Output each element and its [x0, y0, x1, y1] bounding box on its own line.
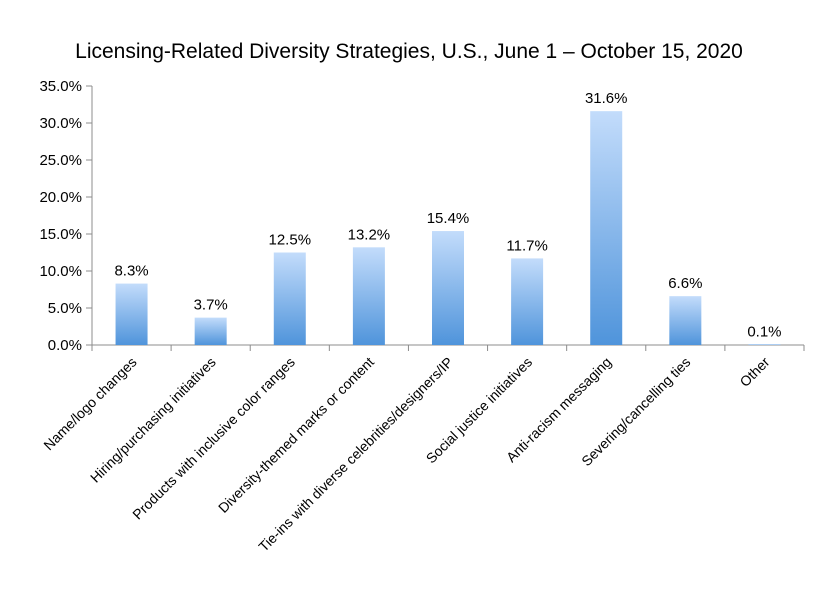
data-label: 8.3% [114, 263, 148, 280]
y-tick-label: 20.0% [39, 189, 82, 206]
x-axis [91, 344, 805, 351]
category-label: Other [736, 354, 772, 390]
data-label: 3.7% [194, 297, 228, 314]
y-tick-label: 0.0% [48, 337, 82, 354]
data-label: 31.6% [585, 90, 628, 107]
category-label: Hiring/purchasing initiatives [87, 354, 219, 486]
data-label: 13.2% [348, 226, 391, 243]
category-label: Diversity-themed marks or content [215, 354, 377, 516]
bar [590, 111, 623, 345]
chart-title: Licensing-Related Diversity Strategies, … [75, 40, 743, 63]
data-label: 6.6% [668, 275, 702, 292]
bar [669, 296, 702, 345]
bars [115, 111, 781, 345]
data-label: 0.1% [747, 323, 781, 340]
bar [194, 317, 227, 345]
y-tick-label: 15.0% [39, 226, 82, 243]
y-tick-label: 5.0% [48, 300, 82, 317]
data-labels: 8.3% 3.7% 12.5% 13.2% 15.4% 11.7% 31.6% 6.6% 0.1… [114, 90, 781, 340]
bar [273, 252, 306, 345]
bar [115, 283, 148, 345]
bar [432, 231, 464, 345]
y-tick-label: 25.0% [39, 152, 82, 169]
y-tick-label: 10.0% [39, 263, 82, 280]
y-tick-label: 35.0% [39, 78, 82, 95]
y-axis: 0.0% 5.0% 10.0% 15.0% 20.0% 25.0% 30.0% 35.0% [39, 78, 93, 354]
data-label: 12.5% [269, 232, 312, 249]
data-label: 11.7% [506, 237, 547, 254]
y-tick-label: 30.0% [39, 115, 82, 132]
data-label: 15.4% [427, 210, 470, 227]
bar [511, 258, 544, 345]
bar [352, 247, 385, 345]
bar [748, 344, 781, 345]
category-label: Products with inclusive color ranges [129, 354, 298, 523]
